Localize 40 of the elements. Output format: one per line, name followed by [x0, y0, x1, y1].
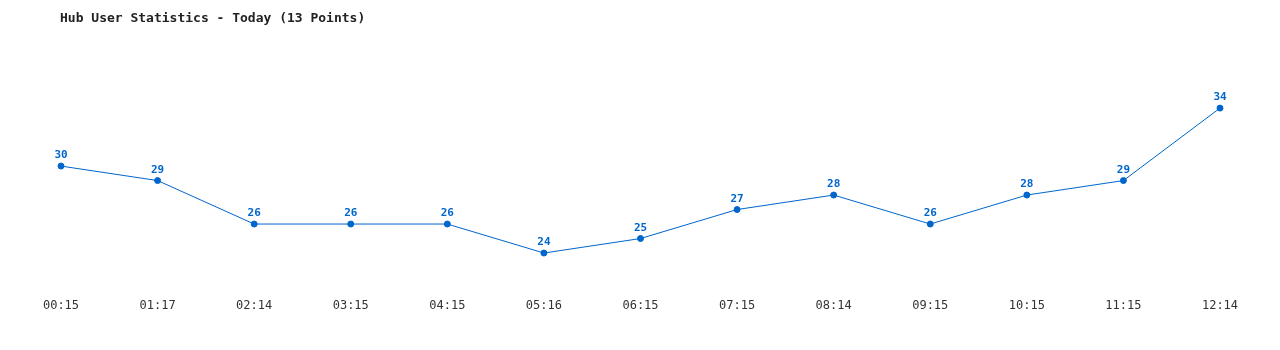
point	[57, 162, 65, 170]
point	[733, 206, 741, 214]
point	[830, 191, 838, 199]
chart-title: Hub User Statistics - Today (13 Points)	[60, 10, 366, 25]
x-tick-label: 11:15	[1105, 297, 1142, 312]
data-label: 29	[150, 162, 165, 176]
x-tick-label: 05:16	[525, 297, 562, 312]
x-tick-label: 12:14	[1201, 297, 1239, 312]
data-label: 27	[730, 191, 744, 205]
x-tick-label: 06:15	[622, 297, 659, 312]
data-label: 28	[1020, 177, 1034, 191]
data-label: 26	[440, 206, 455, 220]
data-label: 24	[537, 235, 551, 249]
point	[443, 220, 451, 228]
point	[540, 249, 548, 257]
point	[347, 220, 355, 228]
x-tick-label: 02:14	[236, 297, 273, 312]
x-tick-label: 01:17	[139, 297, 176, 312]
point	[1023, 191, 1031, 199]
point	[637, 235, 644, 243]
data-label: 25	[633, 220, 648, 234]
point	[154, 177, 162, 185]
x-tick-label: 09:15	[912, 297, 949, 312]
data-label: 26	[923, 206, 938, 220]
x-tick-label: 00:15	[42, 297, 80, 312]
data-label: 26	[344, 206, 358, 220]
data-label: 26	[247, 206, 262, 220]
point	[926, 220, 934, 228]
data-label: 34	[1213, 90, 1227, 104]
data-label: 28	[827, 177, 841, 191]
x-tick-label: 08:14	[815, 297, 852, 312]
point	[1119, 177, 1127, 185]
x-tick-label: 03:15	[332, 297, 369, 312]
data-label: 29	[1116, 162, 1131, 176]
data-label: 30	[54, 148, 68, 162]
point	[250, 220, 258, 228]
x-tick-label: 10:15	[1008, 297, 1045, 312]
x-tick-label: 07:15	[719, 297, 756, 312]
x-tick-label: 04:15	[429, 297, 466, 312]
point	[1216, 104, 1224, 112]
